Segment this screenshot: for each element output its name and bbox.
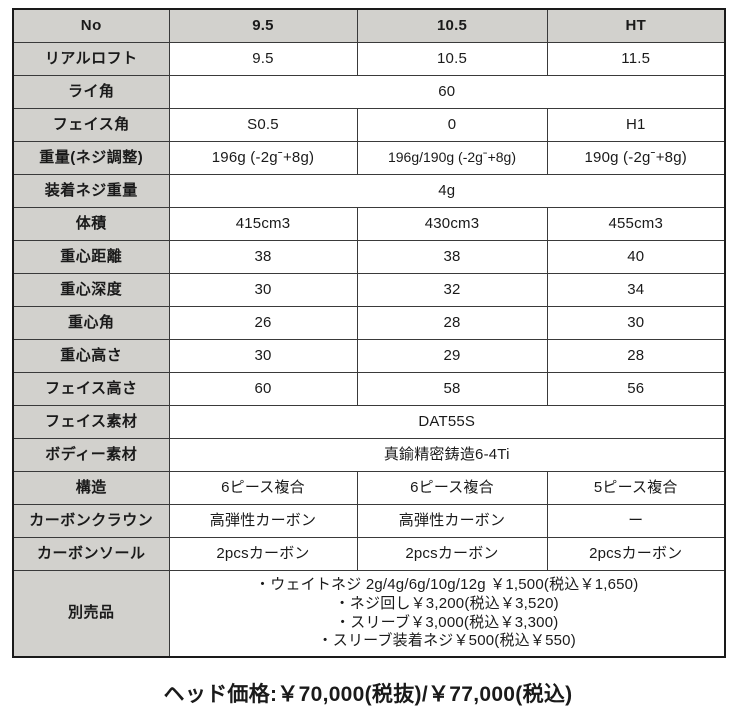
row-label: フェイス高さ (12, 372, 170, 406)
head-price-line: ヘッド価格:￥70,000(税抜)/￥77,000(税込) (163, 683, 573, 706)
row-value-3: ー (546, 504, 726, 538)
table-body: No 9.5 10.5 HT リアルロフト 9.5 10.5 11.5 ライ角 60 フェイス角 S0… (12, 8, 726, 658)
column-header-1: 9.5 (168, 8, 358, 43)
table-row: カーボンクラウン 高弾性カーボン 高弾性カーボンー (12, 504, 726, 538)
row-value-1: 9.5 (168, 42, 358, 76)
table-row: フェイス高さ 60 58 56 (12, 372, 726, 406)
column-header-2: 10.5 (356, 8, 548, 43)
spec-sheet: No 9.5 10.5 HT リアルロフト 9.5 10.5 11.5 ライ角 60 フェイス角 S0… (12, 8, 726, 706)
row-label: フェイス素材 (12, 405, 170, 439)
table-row: 重心深度 30 32 34 (12, 273, 726, 307)
row-value-2: 38 (356, 240, 548, 274)
row-value-3: H1 (546, 108, 726, 142)
row-value-merged: DAT55S (168, 405, 726, 439)
row-value-2: 28 (356, 306, 548, 340)
row-value-1: S0.5 (168, 108, 358, 142)
row-value-3: 28 (546, 339, 726, 373)
row-value-1: 高弾性カーボン (168, 504, 358, 538)
row-value-merged: 60 (168, 75, 726, 109)
row-label: 装着ネジ重量 (12, 174, 170, 208)
specification-table: No 9.5 10.5 HT リアルロフト 9.5 10.5 11.5 ライ角 60 フェイス角 S0… (12, 8, 726, 658)
row-value-merged: 4g (168, 174, 726, 208)
row-value-3: 5ピース複合 (546, 471, 726, 505)
row-value-3: 30 (546, 306, 726, 340)
row-value-3: 56 (546, 372, 726, 406)
optional-parts-item: ・スリーブ￥3,000(税込￥3,300) (335, 613, 559, 631)
row-value-merged: 真鍮精密鋳造6-4Ti (168, 438, 726, 472)
table-row: リアルロフト 9.5 10.5 11.5 (12, 42, 726, 76)
table-row: 体積 415cm3 430cm3 455cm3 (12, 207, 726, 241)
optional-parts-item: ・スリーブ装着ネジ￥500(税込￥550) (317, 632, 576, 650)
table-header-row: No 9.5 10.5 HT (12, 8, 726, 43)
optional-parts-label: 別売品 (12, 570, 170, 658)
row-value-3: 34 (546, 273, 726, 307)
row-value-1: 6ピース複合 (168, 471, 358, 505)
row-value-1: 30 (168, 273, 358, 307)
table-row: 重量(ネジ調整) 196g (-2gˉ+8g) 196g/190g (-2gˉ+8g… (12, 141, 726, 175)
optional-parts-list: ・ウェイトネジ 2g/4g/6g/10g/12g ￥1,500(税込￥1,650… (168, 570, 726, 658)
table-row: フェイス角 S0.5 0 H1 (12, 108, 726, 142)
row-value-1: 196g (-2gˉ+8g) (168, 141, 358, 175)
table-row: 重心角 26 28 30 (12, 306, 726, 340)
row-label: カーボンクラウン (12, 504, 170, 538)
row-label: 重心距離 (12, 240, 170, 274)
row-value-1: 60 (168, 372, 358, 406)
row-value-2: 196g/190g (-2gˉ+8g) (356, 141, 548, 175)
row-label: 重心深度 (12, 273, 170, 307)
table-row: カーボンソール 2pcsカーボン 2pcsカーボン 2pcsカーボン (12, 537, 726, 571)
optional-parts-item: ・ウェイトネジ 2g/4g/6g/10g/12g ￥1,500(税込￥1,650… (255, 576, 639, 593)
row-label: ボディー素材 (12, 438, 170, 472)
column-header-label: No (12, 8, 170, 43)
column-header-3: HT (546, 8, 726, 43)
row-label: 重量(ネジ調整) (12, 141, 170, 175)
row-value-3: 190g (-2gˉ+8g) (546, 141, 726, 175)
row-label: 体積 (12, 207, 170, 241)
table-row: ボディー素材 真鍮精密鋳造6-4Ti (12, 438, 726, 472)
row-label: カーボンソール (12, 537, 170, 571)
row-value-3: 11.5 (546, 42, 726, 76)
row-value-1: 38 (168, 240, 358, 274)
row-label: 重心高さ (12, 339, 170, 373)
row-label: フェイス角 (12, 108, 170, 142)
optional-parts-item: ・ネジ回し￥3,200(税込￥3,520) (334, 594, 559, 612)
table-row: 装着ネジ重量 4g (12, 174, 726, 208)
row-value-2: 2pcsカーボン (356, 537, 548, 571)
row-value-2: 6ピース複合 (356, 471, 548, 505)
row-label: ライ角 (12, 75, 170, 109)
row-value-2: 10.5 (356, 42, 548, 76)
table-row: ライ角 60 (12, 75, 726, 109)
row-label: リアルロフト (12, 42, 170, 76)
optional-parts-row: 別売品 ・ウェイトネジ 2g/4g/6g/10g/12g ￥1,500(税込￥1,… (12, 570, 726, 658)
row-value-1: 415cm3 (168, 207, 358, 241)
row-value-2: 58 (356, 372, 548, 406)
row-value-3: 2pcsカーボン (546, 537, 726, 571)
row-value-2: 430cm3 (356, 207, 548, 241)
row-value-2: 32 (356, 273, 548, 307)
row-value-1: 2pcsカーボン (168, 537, 358, 571)
row-label: 構造 (12, 471, 170, 505)
row-value-1: 26 (168, 306, 358, 340)
table-row: 重心距離 38 38 40 (12, 240, 726, 274)
table-row: フェイス素材 DAT55S (12, 405, 726, 439)
row-value-2: 高弾性カーボン (356, 504, 548, 538)
table-row: 重心高さ 30 29 28 (12, 339, 726, 373)
row-value-3: 40 (546, 240, 726, 274)
table-row: 構造 6ピース複合 6ピース複合 5ピース複合 (12, 471, 726, 505)
row-value-3: 455cm3 (546, 207, 726, 241)
row-value-1: 30 (168, 339, 358, 373)
row-label: 重心角 (12, 306, 170, 340)
row-value-2: 0 (356, 108, 548, 142)
row-value-2: 29 (356, 339, 548, 373)
